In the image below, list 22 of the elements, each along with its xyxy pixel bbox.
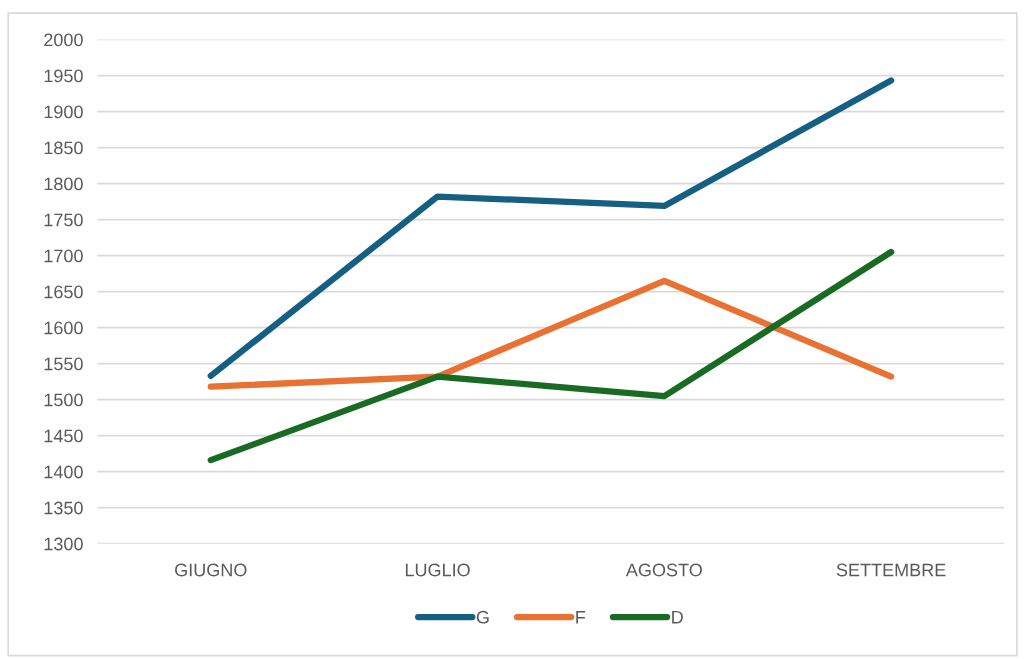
y-tick-label: 1950: [44, 69, 83, 83]
legend-label: D: [672, 611, 683, 624]
x-tick-label: AGOSTO: [625, 563, 702, 577]
legend-label: F: [576, 611, 586, 624]
y-tick-label: 1500: [44, 393, 83, 407]
x-tick-label: GIUGNO: [175, 563, 247, 577]
y-tick-label: 1900: [44, 105, 83, 119]
y-tick-label: 1550: [44, 357, 83, 371]
legend-label: G: [476, 610, 489, 624]
x-tick-label: SETTEMBRE: [836, 563, 946, 577]
y-tick-label: 1300: [44, 537, 83, 551]
y-tick-label: 1850: [44, 141, 83, 155]
y-tick-label: 1600: [44, 321, 83, 335]
y-tick-label: 2000: [44, 33, 83, 47]
x-tick-label: LUGLIO: [405, 563, 470, 577]
y-tick-label: 1400: [44, 465, 83, 479]
y-tick-label: 1450: [44, 429, 83, 443]
y-tick-label: 1700: [44, 249, 83, 263]
y-tick-label: 1650: [44, 285, 83, 299]
y-tick-label: 1350: [44, 501, 83, 515]
y-tick-label: 1750: [44, 213, 83, 227]
y-tick-label: 1800: [44, 177, 83, 191]
